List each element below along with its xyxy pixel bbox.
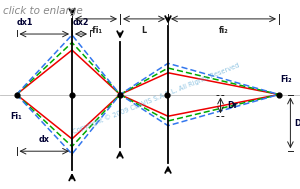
Point [70, 93, 74, 96]
Text: L: L [141, 26, 147, 35]
Point [164, 93, 169, 96]
Text: dx2: dx2 [73, 18, 89, 27]
Text: Fi₁: Fi₁ [11, 112, 22, 121]
Text: Copyright © 2009 CLAVIS S.A.R.L. All Rights Reserved: Copyright © 2009 CLAVIS S.A.R.L. All Rig… [71, 62, 241, 135]
Text: -fi₁: -fi₁ [89, 26, 103, 35]
Text: Dr: Dr [227, 101, 238, 110]
Point [14, 93, 19, 96]
Text: Fi₂: Fi₂ [280, 75, 292, 84]
Text: D/2: D/2 [294, 118, 300, 127]
Text: dx1: dx1 [17, 18, 34, 27]
Text: dx: dx [39, 135, 50, 144]
Text: click to enlarge: click to enlarge [3, 6, 83, 16]
Point [277, 93, 281, 96]
Text: fi₂: fi₂ [219, 26, 228, 35]
Point [118, 93, 122, 96]
